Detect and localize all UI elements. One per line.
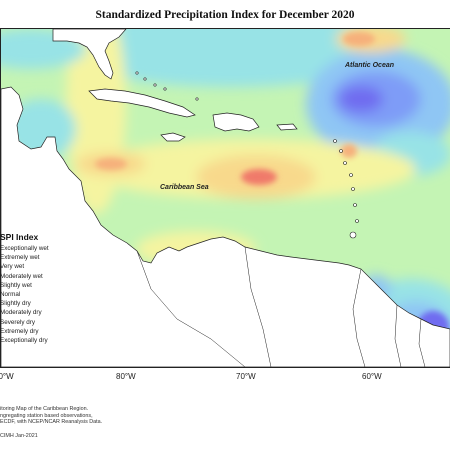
longitude-label-60w: 60°W	[362, 372, 382, 381]
severely-dry-west	[95, 158, 127, 170]
footnote-line: itoring Map of the Caribbean Region.	[0, 406, 89, 412]
legend-label: Severely dry	[0, 318, 35, 326]
legend-item: Exceptionally wet	[0, 244, 90, 253]
legend-item: Very wet	[0, 262, 90, 271]
atlantic-ocean-label: Atlantic Ocean	[345, 62, 395, 69]
map-frame	[0, 28, 450, 368]
legend-label: Slightly wet	[0, 281, 32, 289]
legend-label: Slightly dry	[0, 300, 31, 308]
legend-label: Moderately dry	[0, 309, 42, 317]
cuba	[88, 88, 196, 118]
border	[418, 318, 426, 367]
legend-label: Exceptionally wet	[0, 245, 49, 253]
precipitation-map	[1, 29, 450, 367]
island	[153, 83, 157, 87]
legend-item: Moderately wet	[0, 272, 90, 281]
island	[195, 97, 199, 101]
border	[136, 250, 246, 367]
legend-item: Extremely dry	[0, 327, 90, 336]
legend-label: Normal	[0, 291, 21, 299]
island	[343, 161, 347, 165]
legend-title: SPI Index	[0, 232, 39, 242]
jamaica	[160, 132, 186, 142]
severely-dry-northeast	[343, 32, 375, 46]
legend-item: Slightly dry	[0, 299, 90, 308]
country-borders	[136, 246, 426, 367]
central-and-south-america	[1, 86, 450, 367]
island	[339, 149, 343, 153]
border	[244, 246, 272, 367]
legend-label: Extremely dry	[0, 327, 39, 335]
trinidad	[349, 231, 357, 239]
map-title: Standardized Precipitation Index for Dec…	[95, 9, 355, 21]
island	[355, 219, 359, 223]
island	[333, 139, 337, 143]
footnote-line: ECDF, with NCEP/NCAR Reanalysis Data.	[0, 419, 103, 426]
island	[163, 87, 167, 91]
caribbean-sea-label: Caribbean Sea	[160, 184, 209, 191]
longitude-label-80w: 80°W	[116, 372, 136, 381]
florida	[52, 29, 127, 80]
extremely-wet-core	[339, 86, 383, 112]
credit-text: CIMH Jan-2021	[0, 433, 38, 439]
puerto-rico	[276, 123, 298, 131]
legend-label: Very wet	[0, 263, 25, 271]
longitude-label-90w: 90°W	[0, 372, 14, 381]
wet-patch-north	[61, 29, 401, 87]
border	[394, 304, 402, 367]
legend-label: Moderately wet	[0, 272, 43, 280]
footnote-line: ngregating station based observations,	[0, 412, 93, 419]
legend-item: Normal	[0, 290, 90, 299]
longitude-label-70w: 70°W	[236, 372, 256, 381]
small-islands	[135, 71, 359, 239]
legend-item: Moderately dry	[0, 308, 90, 317]
legend-label: Extremely wet	[0, 254, 40, 262]
legend-item: Slightly wet	[0, 281, 90, 290]
legend-item: Exceptionally dry	[0, 336, 90, 345]
legend-items: Exceptionally wet Extremely wet Very wet Mo…	[0, 244, 90, 345]
border	[352, 268, 366, 367]
island	[143, 77, 147, 81]
legend-item: Severely dry	[0, 318, 90, 327]
map-footnote: itoring Map of the Caribbean Region. ngr…	[0, 406, 102, 426]
island	[349, 173, 353, 177]
severely-dry-lesser-antilles	[341, 144, 357, 158]
spi-legend: SPI Index Exceptionally wet Extremely wet…	[0, 232, 90, 345]
legend-item: Extremely wet	[0, 253, 90, 262]
island	[135, 71, 139, 75]
land-masses	[1, 29, 450, 367]
island	[353, 203, 357, 207]
island	[351, 187, 355, 191]
hispaniola	[212, 112, 260, 132]
extremely-dry-core	[241, 169, 277, 185]
legend-label: Exceptionally dry	[0, 336, 48, 344]
